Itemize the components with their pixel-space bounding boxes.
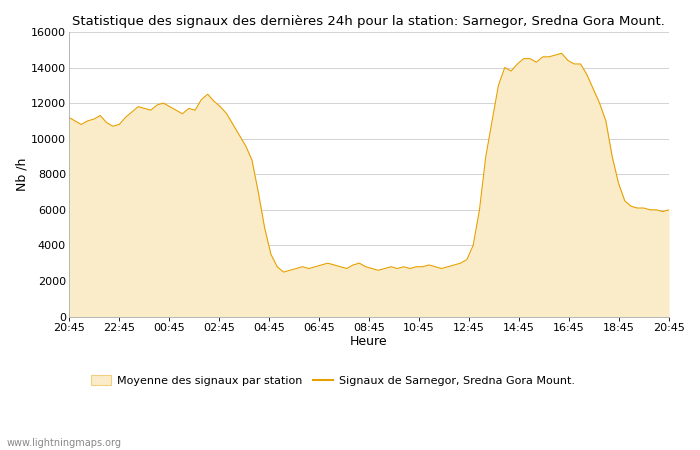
X-axis label: Heure: Heure	[350, 335, 388, 348]
Y-axis label: Nb /h: Nb /h	[15, 158, 28, 191]
Text: www.lightningmaps.org: www.lightningmaps.org	[7, 438, 122, 448]
Title: Statistique des signaux des dernières 24h pour la station: Sarnegor, Sredna Gora: Statistique des signaux des dernières 24…	[72, 15, 665, 28]
Legend: Moyenne des signaux par station, Signaux de Sarnegor, Sredna Gora Mount.: Moyenne des signaux par station, Signaux…	[87, 371, 579, 391]
